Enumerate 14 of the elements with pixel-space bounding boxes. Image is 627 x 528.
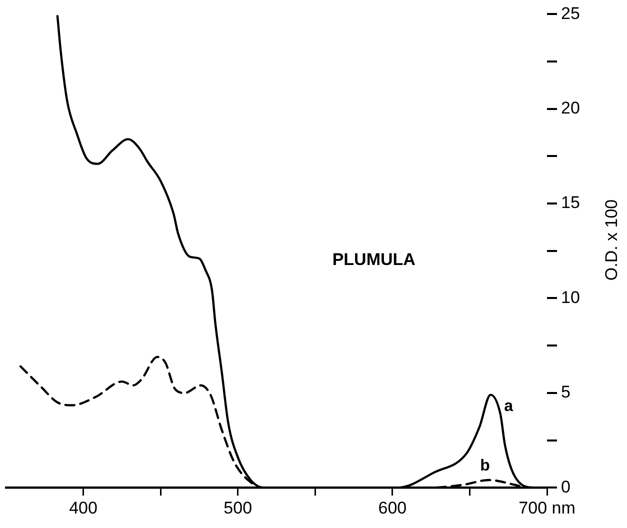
series-label: b xyxy=(480,457,490,474)
annotation: PLUMULA xyxy=(332,250,416,270)
y-tick-label: 15 xyxy=(561,193,580,212)
y-tick-label: 5 xyxy=(561,382,570,402)
x-tick-label: 400 xyxy=(69,498,98,518)
series-label: a xyxy=(504,398,514,416)
y-tick-label: 0 xyxy=(561,477,570,496)
y-tick-label: 25 xyxy=(561,4,580,23)
y-tick-label: 10 xyxy=(561,288,580,307)
y-axis-title: O.D. x 100 xyxy=(602,199,622,281)
y-tick-label: 20 xyxy=(561,98,580,118)
x-tick-label: 600 xyxy=(378,498,407,518)
x-tick-label: 700 nm xyxy=(518,498,576,518)
x-tick-label: 500 xyxy=(224,498,252,518)
